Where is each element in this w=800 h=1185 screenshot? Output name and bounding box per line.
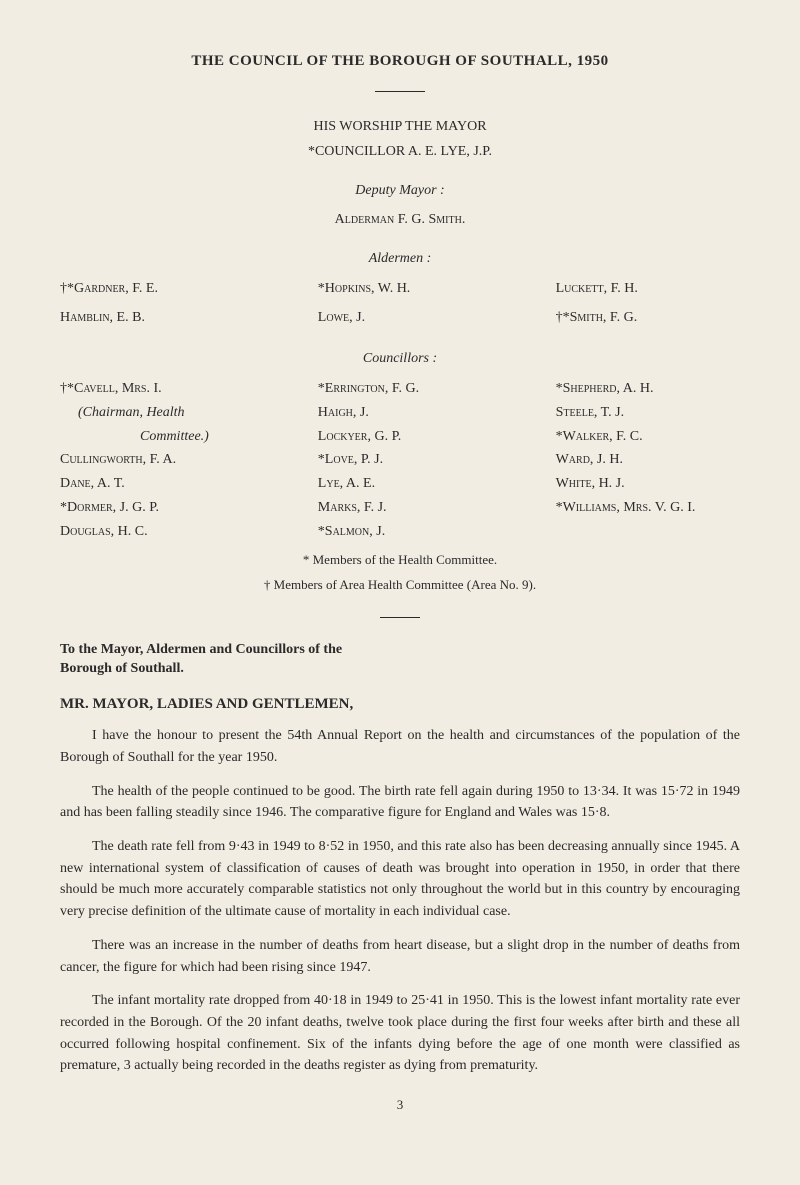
counc-right-5: *Williams, Mrs. V. G. I. (556, 496, 740, 520)
aldermen-label: Aldermen : (60, 248, 740, 269)
aldermen-left-0: †*Gardner, F. E. (60, 277, 284, 301)
counc-right-3: Ward, J. H. (556, 448, 740, 472)
paragraph-4: There was an increase in the number of d… (60, 935, 740, 978)
counc-left-1: (Chairman, Health (60, 401, 284, 425)
document-title: THE COUNCIL OF THE BOROUGH OF SOUTHALL, … (60, 50, 740, 73)
counc-left-6: Douglas, H. C. (60, 520, 284, 544)
counc-right-1: Steele, T. J. (556, 401, 740, 425)
address-block: To the Mayor, Aldermen and Councillors o… (60, 640, 740, 679)
counc-left-4: Dane, A. T. (60, 472, 284, 496)
deputy-mayor-name: Alderman F. G. Smith. (60, 209, 740, 230)
counc-center-6: *Salmon, J. (318, 520, 512, 544)
counc-left-0: †*Cavell, Mrs. I. (60, 377, 284, 401)
address-line-1: To the Mayor, Aldermen and Councillors o… (60, 640, 740, 660)
counc-center-5: Marks, F. J. (318, 496, 512, 520)
paragraph-3: The death rate fell from 9·43 in 1949 to… (60, 836, 740, 923)
mayor-line-1: HIS WORSHIP THE MAYOR (60, 116, 740, 137)
counc-left-5: *Dormer, J. G. P. (60, 496, 284, 520)
mayor-line-2: *COUNCILLOR A. E. LYE, J.P. (60, 141, 740, 162)
counc-right-2: *Walker, F. C. (556, 425, 740, 449)
counc-center-4: Lye, A. E. (318, 472, 512, 496)
counc-left-2-text: Committee.) (140, 429, 209, 444)
address-line-2: Borough of Southall. (60, 659, 740, 679)
councillors-left-col: †*Cavell, Mrs. I. (Chairman, Health Comm… (60, 377, 284, 544)
aldermen-left-1: Hamblin, E. B. (60, 306, 284, 330)
counc-left-3: Cullingworth, F. A. (60, 448, 284, 472)
paragraph-2: The health of the people continued to be… (60, 781, 740, 824)
counc-center-1: Haigh, J. (318, 401, 512, 425)
counc-center-3: *Love, P. J. (318, 448, 512, 472)
councillors-right-col: *Shepherd, A. H. Steele, T. J. *Walker, … (516, 377, 740, 544)
aldermen-center-0: *Hopkins, W. H. (288, 277, 512, 301)
salutation: MR. MAYOR, LADIES AND GENTLEMEN, (60, 693, 740, 716)
counc-left-1-text: (Chairman, Health (78, 405, 185, 420)
aldermen-right-0: Luckett, F. H. (516, 277, 740, 301)
councillors-label: Councillors : (60, 348, 740, 369)
deputy-mayor-label: Deputy Mayor : (60, 180, 740, 201)
counc-right-4: White, H. J. (556, 472, 740, 496)
counc-center-2: Lockyer, G. P. (318, 425, 512, 449)
counc-right-0: *Shepherd, A. H. (556, 377, 740, 401)
counc-left-2: Committee.) (60, 425, 284, 449)
aldermen-row-1: Hamblin, E. B. Lowe, J. †*Smith, F. G. (60, 306, 740, 330)
page-number: 3 (60, 1095, 740, 1115)
title-rule (375, 91, 425, 92)
paragraph-5: The infant mortality rate dropped from 4… (60, 990, 740, 1077)
section-rule (380, 617, 420, 618)
footnote-2: † Members of Area Health Committee (Area… (60, 575, 740, 595)
footnote-1: * Members of the Health Committee. (60, 550, 740, 570)
counc-center-0: *Errington, F. G. (318, 377, 512, 401)
aldermen-row-0: †*Gardner, F. E. *Hopkins, W. H. Luckett… (60, 277, 740, 301)
councillors-columns: †*Cavell, Mrs. I. (Chairman, Health Comm… (60, 377, 740, 544)
aldermen-center-1: Lowe, J. (288, 306, 512, 330)
paragraph-1: I have the honour to present the 54th An… (60, 725, 740, 768)
councillors-center-col: *Errington, F. G. Haigh, J. Lockyer, G. … (288, 377, 512, 544)
aldermen-right-1: †*Smith, F. G. (516, 306, 740, 330)
